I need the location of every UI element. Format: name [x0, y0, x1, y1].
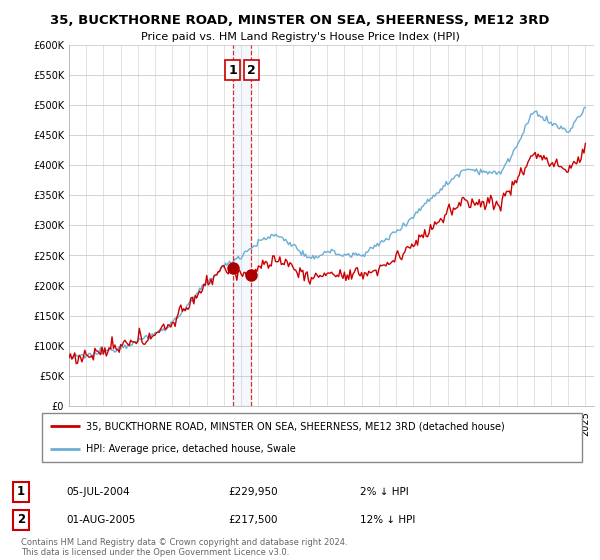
Text: 12% ↓ HPI: 12% ↓ HPI [360, 515, 415, 525]
Bar [233, 45, 251, 406]
Text: 1: 1 [17, 485, 25, 498]
Text: Price paid vs. HM Land Registry's House Price Index (HPI): Price paid vs. HM Land Registry's House … [140, 32, 460, 42]
Text: 01-AUG-2005: 01-AUG-2005 [66, 515, 136, 525]
Text: 05-JUL-2004: 05-JUL-2004 [66, 487, 130, 497]
Text: 2: 2 [247, 64, 256, 77]
Text: 2: 2 [17, 513, 25, 526]
Text: £229,950: £229,950 [228, 487, 278, 497]
Text: 35, BUCKTHORNE ROAD, MINSTER ON SEA, SHEERNESS, ME12 3RD (detached house): 35, BUCKTHORNE ROAD, MINSTER ON SEA, SHE… [86, 421, 505, 431]
Text: 2% ↓ HPI: 2% ↓ HPI [360, 487, 409, 497]
Text: 1: 1 [228, 64, 237, 77]
Text: 35, BUCKTHORNE ROAD, MINSTER ON SEA, SHEERNESS, ME12 3RD: 35, BUCKTHORNE ROAD, MINSTER ON SEA, SHE… [50, 14, 550, 27]
Text: £217,500: £217,500 [228, 515, 277, 525]
Text: HPI: Average price, detached house, Swale: HPI: Average price, detached house, Swal… [86, 444, 296, 454]
Text: Contains HM Land Registry data © Crown copyright and database right 2024.
This d: Contains HM Land Registry data © Crown c… [21, 538, 347, 557]
